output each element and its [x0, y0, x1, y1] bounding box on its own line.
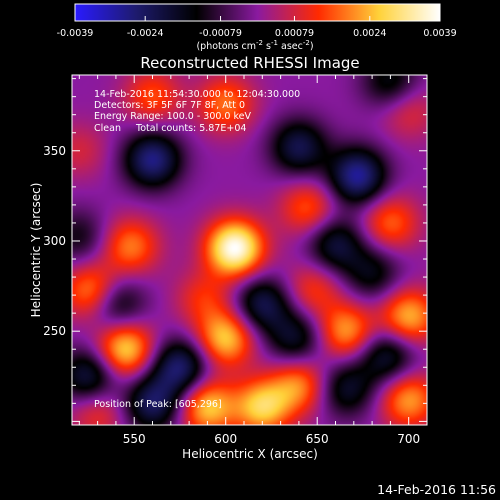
chart-title: Reconstructed RHESSI Image	[140, 54, 359, 72]
colorbar: -0.0039 -0.0024 -0.00079 0.00079 0.0024 0.003…	[57, 3, 457, 52]
colorbar-unit-label: (photons cm-2 s-1 asec-2)	[196, 39, 313, 52]
y-tick-label: 300	[43, 234, 66, 248]
annotation-energy-range: Energy Range: 100.0 - 300.0 keV	[94, 111, 251, 122]
colorbar-strip	[74, 3, 441, 22]
colorbar-tick-label: -0.00079	[199, 28, 242, 39]
plot-frame	[71, 74, 428, 426]
colorbar-tick-label: -0.0024	[127, 28, 164, 39]
x-tick-label: 550	[123, 432, 146, 446]
colorbar-tick-label: -0.0039	[57, 28, 94, 39]
colorbar-tick-label: 0.00079	[275, 28, 314, 39]
x-tick-label: 700	[397, 432, 420, 446]
x-tick-label: 650	[306, 432, 329, 446]
y-axis-label: Heliocentric Y (arcsec)	[29, 183, 43, 318]
annotation-clean-counts: Clean Total counts: 5.87E+04	[94, 123, 246, 134]
annotation-time-range: 14-Feb-2016 11:54:30.000 to 12:04:30.000	[94, 89, 300, 100]
heatmap-area	[72, 75, 427, 425]
y-tick-label: 350	[43, 144, 66, 158]
colorbar-tick-label: 0.0024	[353, 28, 386, 39]
colorbar-ticks: -0.0039 -0.0024 -0.00079 0.00079 0.0024 0.003…	[57, 16, 457, 39]
annotation-detectors: Detectors: 3F 5F 6F 7F 8F, Att 0	[94, 100, 245, 111]
annotation-peak-position: Position of Peak: [605,296]	[94, 399, 222, 410]
axis-ticks: 550 600 650 700 250 300 350	[43, 75, 428, 446]
y-tick-label: 250	[43, 324, 66, 338]
x-axis-label: Heliocentric X (arcsec)	[182, 447, 318, 461]
annotation-block: 14-Feb-2016 11:54:30.000 to 12:04:30.000…	[94, 89, 300, 410]
colorbar-tick-label: 0.0039	[423, 28, 456, 39]
heatmap-image	[72, 75, 427, 425]
footer-timestamp: 14-Feb-2016 11:56	[377, 482, 496, 497]
x-tick-label: 600	[214, 432, 237, 446]
